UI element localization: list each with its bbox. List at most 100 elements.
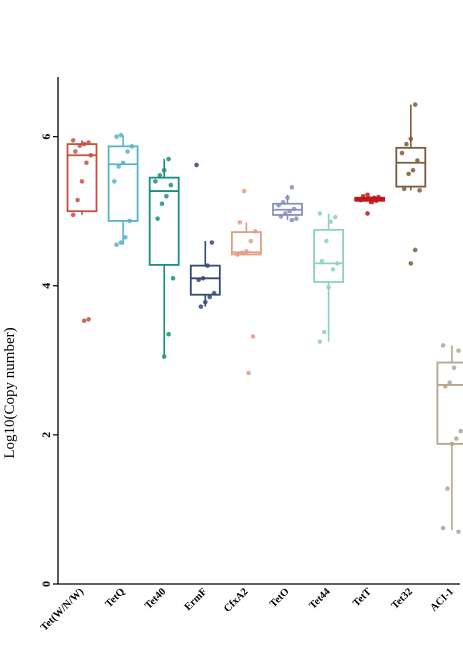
point-tet-w-n-w (75, 197, 80, 203)
point-tet32 (408, 261, 414, 266)
point-tett (374, 198, 379, 204)
point-tett (363, 196, 368, 202)
point-tet32 (406, 171, 411, 177)
point-tet44 (321, 329, 327, 335)
point-aci-1 (447, 380, 453, 385)
point-tet-w-n-w (70, 212, 76, 218)
point-tet40 (157, 173, 163, 178)
category-labels: Tet(W/N/W) TetQ Tet40 ErmF CfxA2 TetO Tet44 Tet… (39, 586, 456, 634)
point-cfxa2 (235, 252, 240, 257)
point-teto (291, 206, 297, 212)
point-ermf (194, 162, 199, 168)
point-tet-w-n-w (88, 152, 94, 158)
point-ermf (209, 240, 215, 245)
point-cfxa2 (246, 370, 251, 376)
point-tet40 (159, 201, 165, 207)
data-points (70, 102, 463, 535)
point-ermf (198, 304, 204, 309)
point-tet40 (166, 156, 171, 162)
point-teto (285, 195, 290, 201)
point-tetq (123, 235, 128, 240)
point-tet40 (164, 193, 169, 199)
point-tet-w-n-w (79, 179, 85, 184)
point-tet-w-n-w (86, 317, 91, 322)
point-tet44 (326, 284, 331, 290)
point-tetq (114, 242, 119, 248)
y-tick-label-6: 6 (39, 134, 53, 140)
y-tick-label-2: 2 (39, 432, 53, 438)
point-tetq (118, 132, 124, 138)
axes: 0 2 4 6 (39, 77, 460, 587)
point-ermf (205, 263, 210, 268)
point-tett (365, 211, 370, 216)
point-teto (289, 217, 295, 223)
y-tick-label-0: 0 (39, 581, 53, 587)
point-tetq (112, 179, 117, 184)
category-label-tet-w-n-w: Tet(W/N/W) (39, 586, 86, 633)
point-tetq (127, 218, 132, 224)
point-tet44 (335, 261, 340, 266)
point-aci-1 (456, 529, 461, 535)
point-cfxa2 (237, 220, 243, 225)
point-cfxa2 (244, 249, 249, 254)
category-label-tett: TetT (351, 586, 374, 609)
box-tetq (107, 145, 139, 222)
point-aci-1 (440, 343, 446, 348)
point-teto (289, 185, 295, 190)
point-aci-1 (458, 428, 463, 434)
point-cfxa2 (248, 238, 254, 244)
point-tet44 (324, 238, 329, 244)
category-label-tet44: Tet44 (307, 586, 333, 612)
point-tet32 (399, 150, 405, 156)
point-cfxa2 (241, 188, 247, 194)
point-tetq (116, 164, 121, 169)
point-tet32 (401, 186, 407, 192)
point-aci-1 (451, 365, 457, 371)
category-label-tet40: Tet40 (143, 586, 168, 611)
point-teto (280, 199, 286, 205)
point-tet44 (319, 258, 325, 264)
box-tet40 (148, 176, 180, 266)
point-teto (283, 211, 288, 216)
point-tet40 (166, 331, 171, 337)
point-tet32 (417, 188, 422, 193)
point-tet-w-n-w (73, 149, 78, 154)
point-tet40 (168, 182, 174, 188)
point-tetq (125, 149, 130, 154)
point-aci-1 (454, 436, 459, 441)
point-ermf (207, 294, 212, 300)
point-aci-1 (440, 525, 446, 531)
box-ermf (189, 264, 221, 296)
point-tet32 (412, 102, 418, 107)
point-ermf (200, 276, 206, 281)
point-aci-1 (449, 441, 455, 447)
category-label-teto: TetO (268, 586, 292, 610)
point-tet32 (408, 136, 414, 142)
point-tet32 (415, 158, 420, 163)
category-label-ermf: ErmF (183, 586, 210, 613)
point-teto (278, 214, 284, 219)
point-tett (358, 197, 364, 203)
point-tett (369, 199, 375, 205)
point-cfxa2 (252, 229, 258, 234)
point-aci-1 (456, 348, 461, 353)
point-tet40 (161, 354, 167, 359)
point-aci-1 (445, 486, 450, 491)
point-tet44 (332, 214, 338, 220)
point-teto (294, 216, 299, 221)
category-label-tet32: Tet32 (390, 586, 415, 611)
point-tet40 (155, 216, 160, 221)
point-cfxa2 (250, 334, 256, 339)
box-cfxa2 (230, 231, 262, 256)
point-tett (365, 192, 370, 198)
point-tet-w-n-w (81, 141, 87, 147)
point-ermf (211, 290, 217, 296)
point-tetq (114, 134, 119, 139)
point-tet-w-n-w (70, 138, 76, 143)
point-tetq (118, 240, 124, 245)
point-tetq (120, 160, 126, 166)
point-tet44 (328, 219, 334, 224)
point-tet40 (161, 167, 167, 173)
point-tet-w-n-w (86, 140, 91, 145)
